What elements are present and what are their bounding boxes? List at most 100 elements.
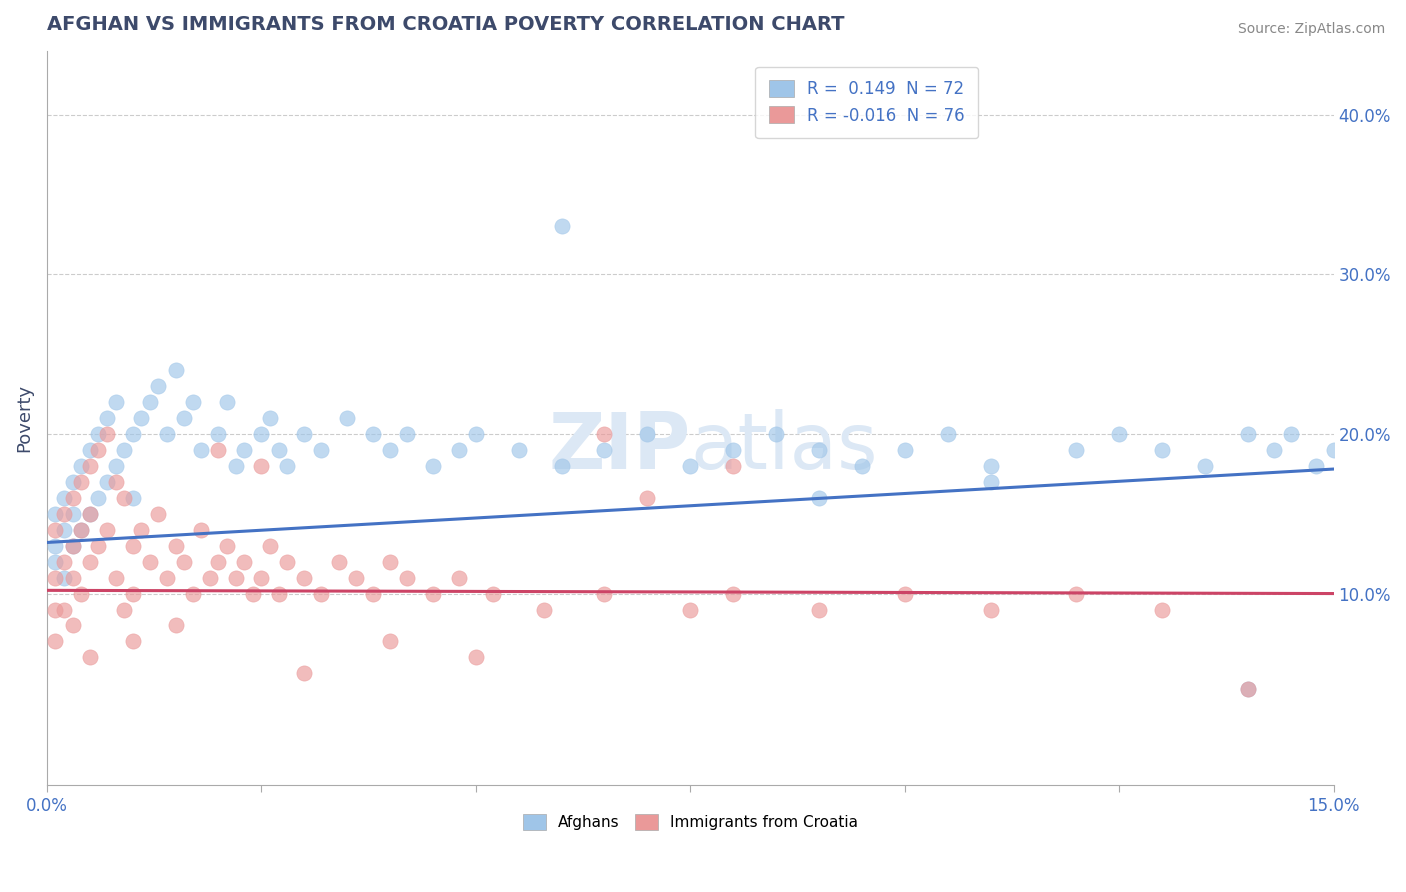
- Point: [207, 555, 229, 569]
- Point: [190, 523, 212, 537]
- Point: [851, 458, 873, 473]
- Point: [807, 491, 830, 505]
- Point: [44, 507, 66, 521]
- Point: [344, 571, 367, 585]
- Point: [721, 458, 744, 473]
- Point: [112, 602, 135, 616]
- Point: [807, 442, 830, 457]
- Point: [139, 555, 162, 569]
- Point: [979, 458, 1001, 473]
- Point: [593, 586, 616, 600]
- Point: [104, 458, 127, 473]
- Point: [311, 442, 333, 457]
- Point: [225, 571, 247, 585]
- Point: [190, 442, 212, 457]
- Point: [62, 507, 84, 521]
- Point: [267, 586, 290, 600]
- Point: [1323, 442, 1346, 457]
- Point: [276, 458, 298, 473]
- Point: [79, 650, 101, 665]
- Point: [79, 442, 101, 457]
- Point: [70, 586, 93, 600]
- Point: [311, 586, 333, 600]
- Point: [44, 602, 66, 616]
- Point: [121, 634, 143, 648]
- Point: [396, 571, 419, 585]
- Point: [464, 426, 486, 441]
- Point: [62, 491, 84, 505]
- Text: Source: ZipAtlas.com: Source: ZipAtlas.com: [1237, 22, 1385, 37]
- Point: [112, 491, 135, 505]
- Point: [1194, 458, 1216, 473]
- Point: [378, 555, 401, 569]
- Point: [96, 523, 118, 537]
- Y-axis label: Poverty: Poverty: [15, 384, 32, 452]
- Point: [422, 458, 444, 473]
- Point: [328, 555, 350, 569]
- Point: [44, 571, 66, 585]
- Point: [893, 442, 915, 457]
- Point: [250, 571, 273, 585]
- Point: [1064, 442, 1087, 457]
- Point: [62, 475, 84, 489]
- Point: [44, 523, 66, 537]
- Point: [361, 586, 384, 600]
- Point: [87, 491, 110, 505]
- Point: [361, 426, 384, 441]
- Point: [87, 426, 110, 441]
- Point: [721, 586, 744, 600]
- Point: [44, 634, 66, 648]
- Point: [378, 442, 401, 457]
- Point: [292, 666, 315, 681]
- Point: [979, 602, 1001, 616]
- Point: [44, 555, 66, 569]
- Point: [148, 379, 170, 393]
- Point: [165, 363, 187, 377]
- Point: [336, 411, 359, 425]
- Point: [112, 442, 135, 457]
- Point: [129, 411, 152, 425]
- Point: [129, 523, 152, 537]
- Point: [242, 586, 264, 600]
- Point: [447, 571, 470, 585]
- Point: [1305, 458, 1327, 473]
- Point: [62, 571, 84, 585]
- Text: AFGHAN VS IMMIGRANTS FROM CROATIA POVERTY CORRELATION CHART: AFGHAN VS IMMIGRANTS FROM CROATIA POVERT…: [46, 15, 845, 34]
- Point: [121, 586, 143, 600]
- Point: [121, 426, 143, 441]
- Point: [679, 458, 702, 473]
- Point: [53, 571, 76, 585]
- Point: [979, 475, 1001, 489]
- Point: [79, 555, 101, 569]
- Point: [807, 602, 830, 616]
- Point: [508, 442, 530, 457]
- Point: [215, 539, 238, 553]
- Point: [96, 411, 118, 425]
- Point: [292, 571, 315, 585]
- Point: [225, 458, 247, 473]
- Point: [1279, 426, 1302, 441]
- Point: [156, 571, 179, 585]
- Point: [173, 555, 195, 569]
- Point: [62, 539, 84, 553]
- Point: [1237, 426, 1260, 441]
- Point: [53, 602, 76, 616]
- Point: [207, 442, 229, 457]
- Point: [96, 475, 118, 489]
- Point: [139, 395, 162, 409]
- Point: [259, 411, 281, 425]
- Point: [70, 475, 93, 489]
- Point: [1152, 602, 1174, 616]
- Point: [70, 458, 93, 473]
- Point: [165, 539, 187, 553]
- Point: [198, 571, 221, 585]
- Point: [250, 426, 273, 441]
- Point: [276, 555, 298, 569]
- Point: [721, 442, 744, 457]
- Point: [62, 539, 84, 553]
- Point: [482, 586, 505, 600]
- Point: [765, 426, 787, 441]
- Point: [447, 442, 470, 457]
- Point: [636, 426, 658, 441]
- Point: [378, 634, 401, 648]
